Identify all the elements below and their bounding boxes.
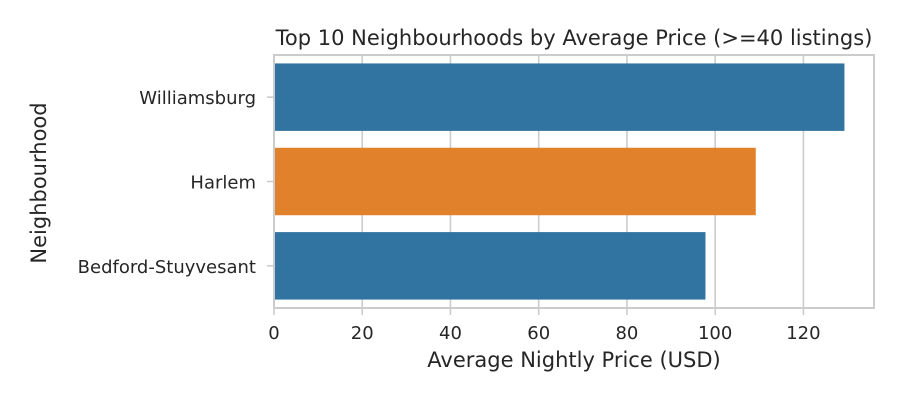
bar-williamsburg [274, 63, 845, 131]
x-tick-label: 40 [439, 323, 462, 344]
chart-title: Top 10 Neighbourhoods by Average Price (… [275, 26, 873, 50]
x-axis-label: Average Nightly Price (USD) [427, 348, 720, 372]
x-axis-ticks: 0 20 40 60 80 100 120 [268, 308, 821, 344]
x-tick-label: 20 [351, 323, 374, 344]
bar-harlem [274, 147, 756, 216]
y-axis-label: Neighbourhood [27, 102, 51, 263]
y-axis-ticks: Williamsburg Harlem Bedford-Stuyvesant [78, 88, 274, 278]
bars [274, 63, 845, 300]
x-tick-label: 80 [615, 323, 638, 344]
bar-bedford-stuyvesant [274, 232, 706, 300]
y-tick-label: Bedford-Stuyvesant [78, 257, 256, 278]
x-tick-label: 0 [268, 323, 279, 344]
y-tick-label: Harlem [190, 173, 256, 194]
x-tick-label: 100 [698, 323, 732, 344]
x-tick-label: 60 [527, 323, 550, 344]
y-tick-label: Williamsburg [139, 88, 256, 109]
x-tick-label: 120 [786, 323, 820, 344]
